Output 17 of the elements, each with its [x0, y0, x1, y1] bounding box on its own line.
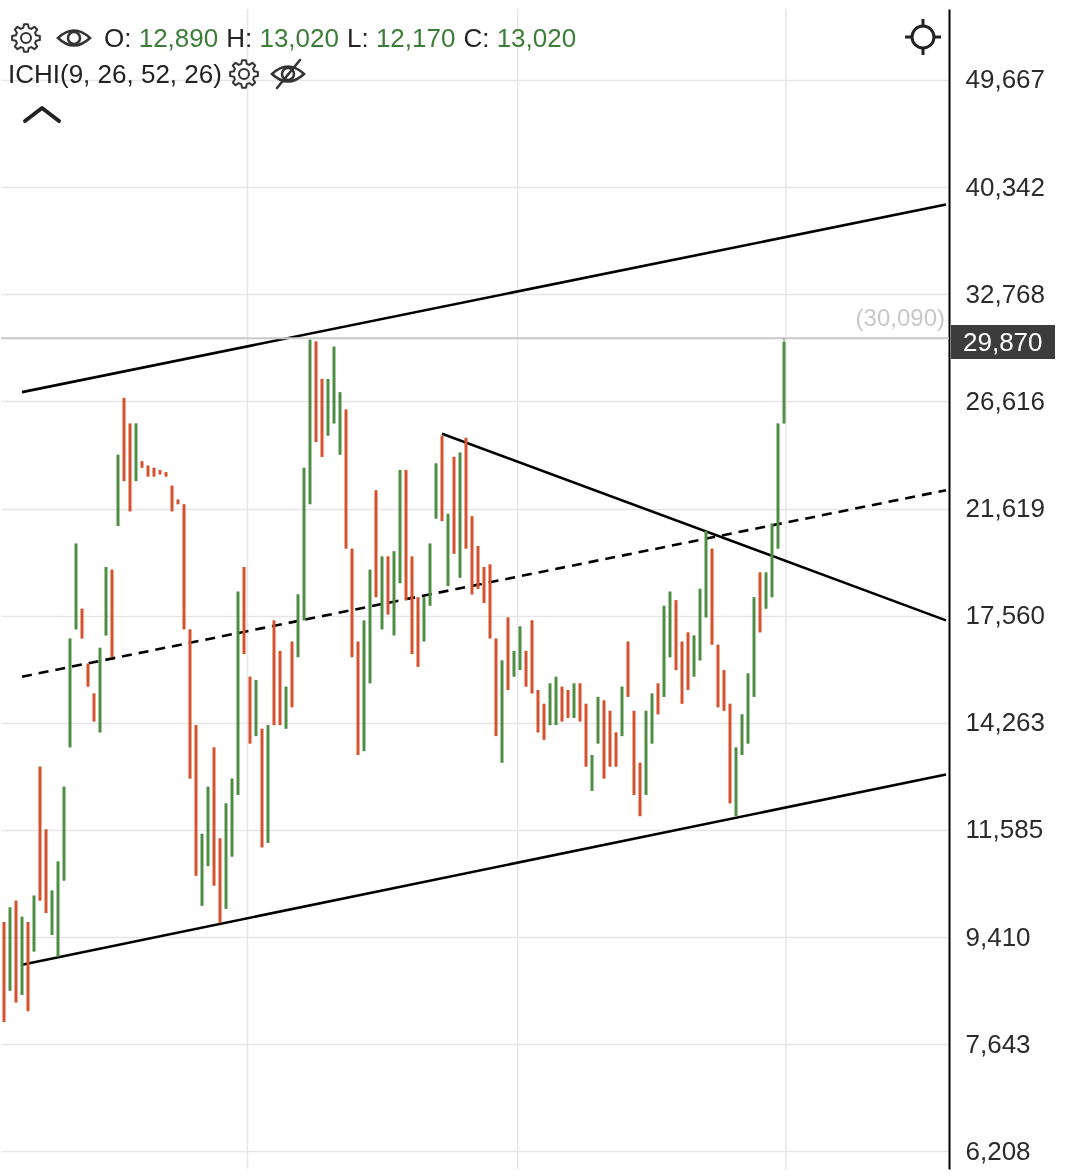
y-tick-label: 32,768: [965, 278, 1046, 309]
y-tick-label: 9,410: [965, 921, 1031, 952]
y-tick-label: 40,342: [965, 171, 1046, 202]
y-tick-label: 14,263: [965, 707, 1046, 738]
annotation: H: 13,020: [226, 23, 339, 53]
y-tick-label: 26,616: [965, 385, 1046, 416]
annotation: L: 12,170: [346, 23, 456, 53]
annotation: ICHI(9, 26, 52, 26): [8, 59, 222, 89]
y-tick-label: 49,667: [965, 64, 1046, 95]
y-tick-label: 6,208: [965, 1135, 1031, 1166]
annotation: O: 12,890: [104, 23, 219, 53]
y-tick-label: 11,585: [965, 814, 1044, 845]
y-tick-label: 7,643: [965, 1028, 1031, 1059]
y-tick-label: 21,619: [965, 493, 1046, 524]
y-tick-label: 17,560: [965, 600, 1046, 631]
annotation: C: 13,020: [463, 23, 577, 53]
text: 29,870: [951, 324, 1055, 359]
